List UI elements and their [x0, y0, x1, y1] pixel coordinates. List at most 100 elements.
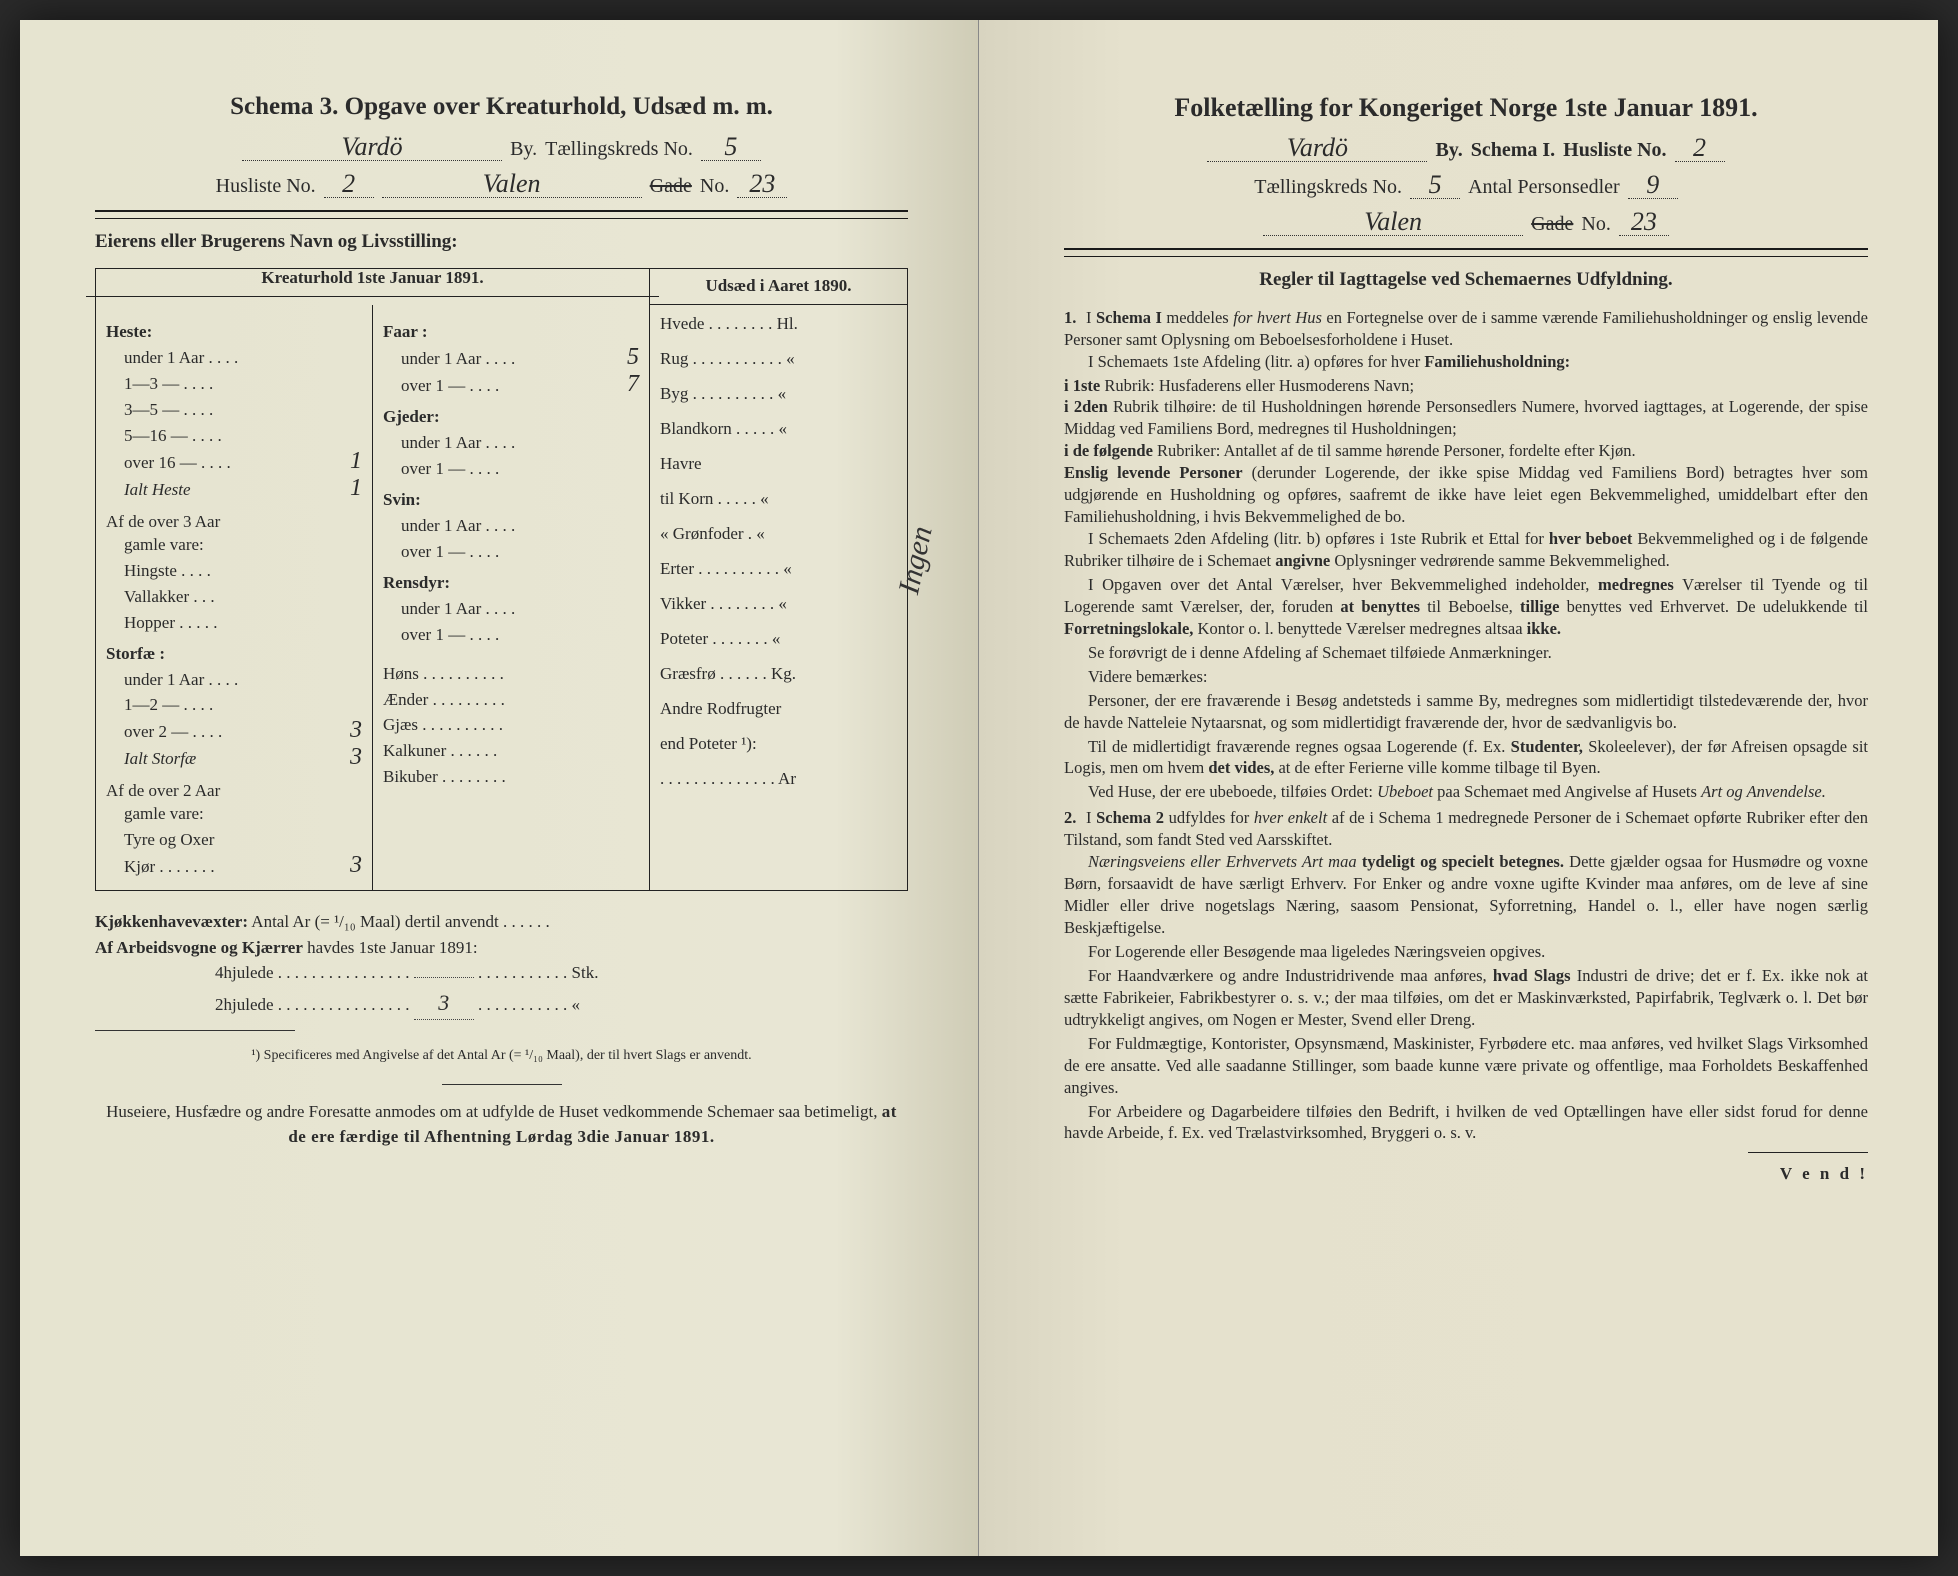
right-gadeno-label: No. [1581, 211, 1610, 238]
rensdyr-title: Rensdyr: [383, 572, 639, 595]
udsaed-row: Rug . . . . . . . . . . . « [660, 348, 897, 371]
data-row: Bikuber . . . . . . . . [383, 766, 639, 789]
footnote: ¹) Specificeres med Angivelse af det Ant… [95, 1045, 908, 1066]
data-row: Kjør . . . . . . .3 [106, 855, 362, 879]
kreatur-col1: Heste: under 1 Aar . . . . 1—3 — . . . . 3… [96, 305, 373, 890]
udsaed-row: Hvede . . . . . . . . Hl. [660, 313, 897, 336]
gjeder-title: Gjeder: [383, 406, 639, 429]
rule-1: 1.I Schema I meddeles for hvert Hus en F… [1064, 307, 1868, 804]
final-note: Huseiere, Husfædre og andre Foresatte an… [95, 1099, 908, 1150]
kreatur-head: Kreaturhold 1ste Januar 1891. [86, 261, 659, 297]
udsaed-row: Græsfrø . . . . . . Kg. [660, 663, 897, 686]
faar-title: Faar : [383, 321, 639, 344]
left-gade-label: Gade [650, 173, 692, 200]
hjul4-suffix: . . . . . . . . . . . Stk. [478, 963, 598, 982]
udsaed-row: til Korn . . . . . « [660, 488, 897, 511]
udsaed-row: Andre Rodfrugter [660, 698, 897, 721]
census-title: Folketælling for Kongeriget Norge 1ste J… [1064, 90, 1868, 125]
data-row: 1—3 — . . . . [106, 373, 362, 396]
husliste-label: Husliste No. [216, 173, 316, 200]
data-row: under 1 Aar . . . . [383, 598, 639, 621]
right-street-value: Valen [1263, 209, 1523, 236]
right-by-label: By. [1435, 137, 1462, 164]
right-husliste-value: 2 [1675, 135, 1725, 162]
udsaed-row: Havre [660, 453, 897, 476]
data-row: 5—16 — . . . . [106, 425, 362, 448]
storfae-gamle: gamle vare: [106, 803, 362, 826]
udsaed-row: Byg . . . . . . . . . . « [660, 383, 897, 406]
data-row: under 1 Aar . . . . [383, 515, 639, 538]
data-row: Hingste . . . . [106, 560, 362, 583]
udsaed-row: . . . . . . . . . . . . . . Ar [660, 768, 897, 791]
right-schema-label: Schema I. [1471, 137, 1555, 164]
data-row: under 1 Aar . . . . [106, 347, 362, 370]
owner-label: Eierens eller Brugerens Navn og Livsstil… [95, 229, 908, 255]
hjul2-label: 2hjulede . . . . . . . . . . . . . . . . [215, 995, 410, 1014]
hjul4-label: 4hjulede . . . . . . . . . . . . . . . . [215, 963, 410, 982]
census-book-spread: Schema 3. Opgave over Kreaturhold, Udsæd… [20, 20, 1938, 1556]
udsaed-col: Udsæd i Aaret 1890. Hvede . . . . . . . … [650, 269, 907, 890]
data-row: Hopper . . . . . [106, 612, 362, 635]
left-gadeno-value: 23 [737, 171, 787, 198]
right-kreds-label: Tællingskreds No. [1254, 174, 1402, 201]
data-row: Gjæs . . . . . . . . . . [383, 714, 639, 737]
left-footer: Kjøkkenhavevæxter: Antal Ar (= ¹/₁₀ Maal… [95, 909, 908, 1150]
left-street-value: Valen [382, 171, 642, 198]
udsaed-row: Blandkorn . . . . . « [660, 418, 897, 441]
regler-head: Regler til Iagttagelse ved Schemaernes U… [1064, 267, 1868, 293]
udsaed-row: Poteter . . . . . . . « [660, 628, 897, 651]
data-row: over 16 — . . . .1 [106, 451, 362, 475]
hjul4-value [414, 977, 474, 978]
right-header-row2: Tællingskreds No. 5 Antal Personsedler 9 [1064, 172, 1868, 201]
vogne-text: havdes 1ste Januar 1891: [307, 938, 477, 957]
udsaed-row: Vikker . . . . . . . . « [660, 593, 897, 616]
udsaed-row: « Grønfoder . « [660, 523, 897, 546]
data-row: Ænder . . . . . . . . . [383, 689, 639, 712]
right-husliste-label: Husliste No. [1563, 137, 1666, 164]
hjul2-suffix: . . . . . . . . . . . « [478, 995, 580, 1014]
data-row: 3—5 — . . . . [106, 399, 362, 422]
data-row: over 1 — . . . . [383, 624, 639, 647]
right-page: Folketælling for Kongeriget Norge 1ste J… [979, 20, 1938, 1556]
rules-list: 1.I Schema I meddeles for hvert Hus en F… [1064, 307, 1868, 1145]
data-row: Vallakker . . . [106, 586, 362, 609]
heste-total: Ialt Heste 1 [106, 478, 362, 502]
kreatur-table: Kreaturhold 1ste Januar 1891. Heste: und… [95, 268, 908, 891]
udsaed-row: end Poteter ¹): [660, 733, 897, 756]
data-row: over 1 — . . . . [383, 458, 639, 481]
data-row: over 1 — . . . . [383, 541, 639, 564]
left-gadeno-label: No. [700, 173, 729, 200]
data-row: over 1 — . . . .7 [383, 374, 639, 398]
kjokken-text: Antal Ar (= ¹/₁₀ Maal) dertil anvendt . … [251, 912, 549, 931]
right-personer-value: 9 [1628, 172, 1678, 199]
right-by-value: Vardö [1207, 135, 1427, 162]
heste-over3: Af de over 3 Aar [106, 511, 362, 534]
left-kreds-label: Tællingskreds No. [545, 136, 693, 163]
kjokken-label: Kjøkkenhavevæxter: [95, 912, 248, 931]
right-gadeno-value: 23 [1619, 209, 1669, 236]
udsaed-head: Udsæd i Aaret 1890. [650, 269, 907, 305]
data-row: Kalkuner . . . . . . [383, 740, 639, 763]
svin-title: Svin: [383, 489, 639, 512]
vogne-label: Af Arbeidsvogne og Kjærrer [95, 938, 303, 957]
storfae-title: Storfæ : [106, 643, 362, 666]
hjul2-value: 3 [414, 986, 474, 1020]
data-row: under 1 Aar . . . . [383, 432, 639, 455]
right-gade-label: Gade [1531, 211, 1573, 238]
right-header-row1: Vardö By. Schema I. Husliste No. 2 [1064, 135, 1868, 164]
right-header-row3: Valen Gade No. 23 [1064, 209, 1868, 238]
left-header-row1: Vardö By. Tællingskreds No. 5 [95, 134, 908, 163]
data-row: under 1 Aar . . . . [106, 669, 362, 692]
left-by-label: By. [510, 136, 537, 163]
left-kreds-value: 5 [701, 134, 761, 161]
udsaed-row: Erter . . . . . . . . . . « [660, 558, 897, 581]
left-by-value: Vardö [242, 134, 502, 161]
husliste-value: 2 [324, 171, 374, 198]
heste-title: Heste: [106, 321, 362, 344]
left-page: Schema 3. Opgave over Kreaturhold, Udsæd… [20, 20, 979, 1556]
data-row: 1—2 — . . . . [106, 694, 362, 717]
data-row: Høns . . . . . . . . . . [383, 663, 639, 686]
data-row: Tyre og Oxer [106, 829, 362, 852]
kreatur-col2: Faar : under 1 Aar . . . .5over 1 — . . … [373, 305, 649, 890]
data-row: over 2 — . . . .3 [106, 720, 362, 744]
